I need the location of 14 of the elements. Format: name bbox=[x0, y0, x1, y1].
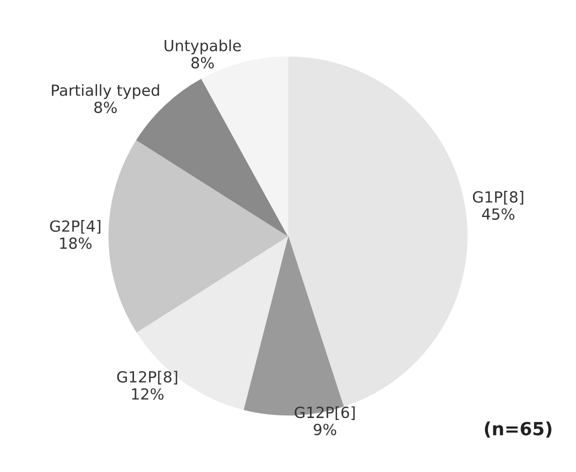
text: (n=65) bbox=[484, 422, 552, 438]
slice-label: G2P[4] bbox=[50, 220, 100, 234]
data-label: 18% bbox=[60, 237, 92, 249]
data-label: 45% bbox=[482, 208, 514, 220]
pie-slice bbox=[108, 140, 288, 332]
data-label: 9% bbox=[314, 424, 336, 436]
slice-label: Partially typed bbox=[52, 84, 160, 99]
slice-label: G12P[6] bbox=[294, 406, 355, 420]
slice-label: Untypable bbox=[164, 40, 241, 54]
slice-label: G12P[8] bbox=[117, 370, 178, 384]
slice-label: G1P[8] bbox=[472, 190, 524, 205]
data-label: 8% bbox=[191, 56, 214, 68]
data-label: 8% bbox=[94, 102, 117, 114]
data-label: 12% bbox=[132, 388, 164, 400]
